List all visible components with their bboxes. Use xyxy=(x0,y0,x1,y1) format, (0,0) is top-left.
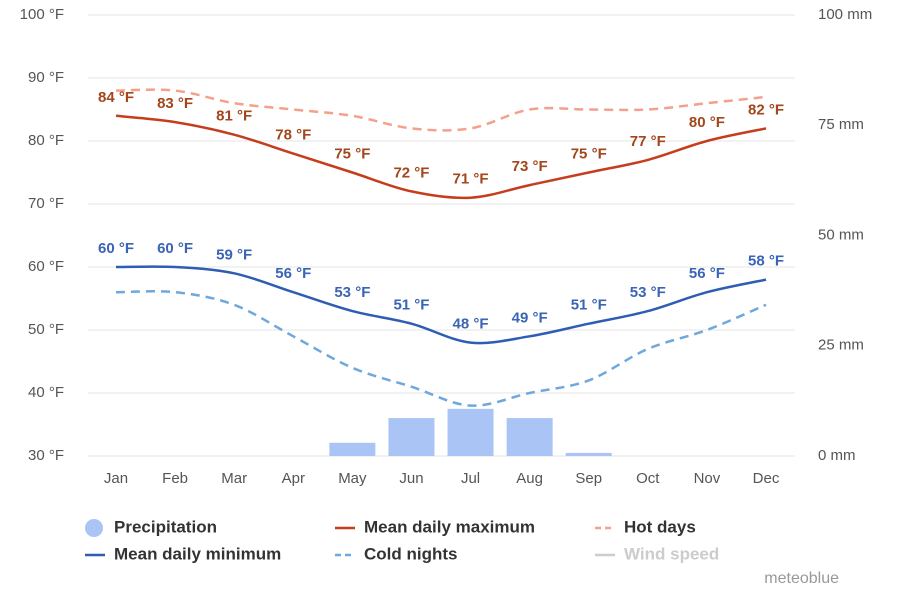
data-label: 73 °F xyxy=(512,158,548,175)
data-label: 58 °F xyxy=(748,253,784,270)
bar xyxy=(388,418,435,456)
x-tick-label: Oct xyxy=(636,470,660,487)
legend-label: Hot days xyxy=(624,517,696,536)
data-label: 71 °F xyxy=(453,171,489,188)
data-label: 49 °F xyxy=(512,309,548,326)
data-label: 81 °F xyxy=(216,108,252,125)
data-label: 83 °F xyxy=(157,95,193,112)
x-tick-label: Mar xyxy=(221,470,247,487)
y-tick-label: 40 °F xyxy=(28,384,64,401)
data-label: 56 °F xyxy=(689,265,725,282)
data-label: 48 °F xyxy=(453,316,489,333)
legend-label: Precipitation xyxy=(114,517,217,536)
data-label: 77 °F xyxy=(630,133,666,150)
data-label: 60 °F xyxy=(157,240,193,257)
y-tick-label: 90 °F xyxy=(28,69,64,86)
data-label: 59 °F xyxy=(216,246,252,263)
x-tick-label: Dec xyxy=(753,470,780,487)
credit: meteoblue xyxy=(764,570,839,587)
legend-item: Wind speed xyxy=(595,544,719,563)
line xyxy=(115,114,767,200)
legend-symbol xyxy=(85,519,103,537)
x-tick-label: Jun xyxy=(399,470,423,487)
data-label: 84 °F xyxy=(98,89,134,106)
legend-item: Precipitation xyxy=(85,517,217,537)
legend-item: Mean daily maximum xyxy=(335,517,535,536)
line xyxy=(115,290,767,407)
x-tick-label: Aug xyxy=(516,470,543,487)
data-label: 80 °F xyxy=(689,114,725,131)
data-label: 53 °F xyxy=(630,284,666,301)
bar xyxy=(447,408,494,456)
legend-item: Cold nights xyxy=(335,544,457,563)
x-tick-label: Jan xyxy=(104,470,128,487)
data-label: 78 °F xyxy=(275,127,311,144)
x-tick-label: May xyxy=(338,470,367,487)
legend-label: Mean daily maximum xyxy=(364,517,535,536)
legend-label: Wind speed xyxy=(624,544,719,563)
y2-tick-label: 25 mm xyxy=(818,337,864,354)
y-tick-label: 70 °F xyxy=(28,195,64,212)
data-label: 56 °F xyxy=(275,265,311,282)
x-tick-label: Apr xyxy=(282,470,305,487)
bar xyxy=(329,442,376,456)
data-label: 72 °F xyxy=(393,164,429,181)
data-label: 51 °F xyxy=(393,297,429,314)
bar xyxy=(506,418,553,456)
x-tick-label: Feb xyxy=(162,470,188,487)
y-tick-label: 60 °F xyxy=(28,258,64,275)
y2-tick-label: 100 mm xyxy=(818,6,872,23)
data-label: 75 °F xyxy=(334,145,370,162)
x-tick-label: Sep xyxy=(575,470,602,487)
x-tick-label: Nov xyxy=(694,470,721,487)
line xyxy=(115,265,767,345)
legend-item: Mean daily minimum xyxy=(85,544,281,563)
data-label: 51 °F xyxy=(571,297,607,314)
y2-tick-label: 50 mm xyxy=(818,226,864,243)
data-label: 60 °F xyxy=(98,240,134,257)
y-tick-label: 100 °F xyxy=(20,6,64,23)
y-tick-label: 50 °F xyxy=(28,321,64,338)
y-tick-label: 80 °F xyxy=(28,132,64,149)
y-tick-label: 30 °F xyxy=(28,447,64,464)
line xyxy=(115,88,767,132)
legend-label: Mean daily minimum xyxy=(114,544,281,563)
data-label: 82 °F xyxy=(748,101,784,118)
data-label: 53 °F xyxy=(334,284,370,301)
x-tick-label: Jul xyxy=(461,470,480,487)
legend-item: Hot days xyxy=(595,517,696,536)
y2-tick-label: 75 mm xyxy=(818,116,864,133)
bar xyxy=(565,452,612,456)
data-label: 75 °F xyxy=(571,145,607,162)
legend-label: Cold nights xyxy=(364,544,457,563)
y2-tick-label: 0 mm xyxy=(818,447,856,464)
